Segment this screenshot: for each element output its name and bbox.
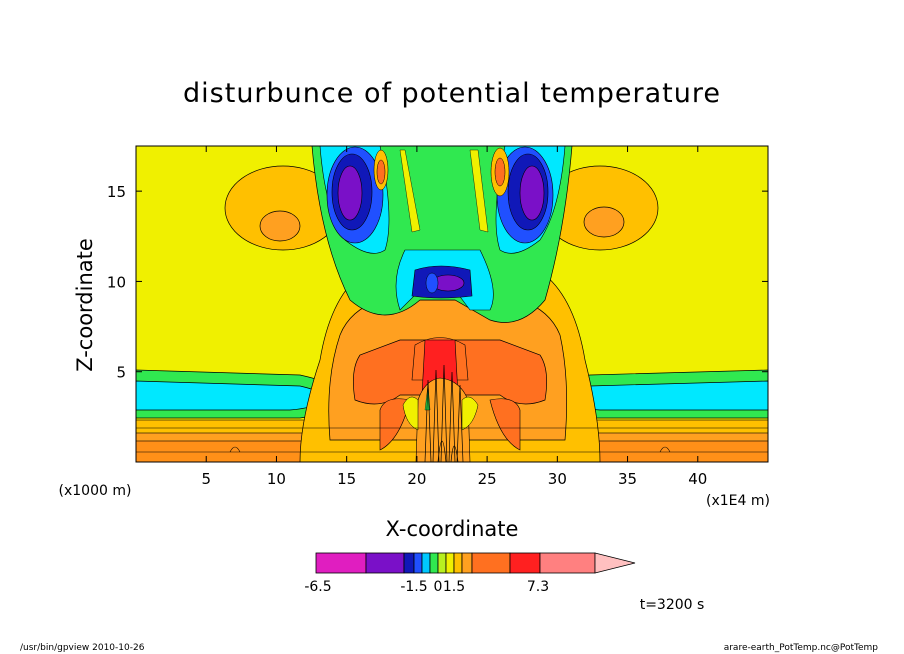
colorbar-segment	[413, 552, 423, 574]
colorbar-segment	[437, 552, 447, 574]
footer-left: /usr/bin/gpview 2010-10-26	[20, 643, 145, 653]
colorbar-segment	[471, 552, 511, 574]
x-tick-label: 15	[337, 470, 356, 488]
colorbar-label: -1.5	[400, 579, 427, 595]
y-tick-label: 15	[107, 183, 126, 201]
y-axis-label: Z-coordinate	[73, 238, 97, 372]
footer-right: arare-earth_PotTemp.nc@PotTemp	[724, 643, 879, 653]
x-tick-label: 35	[618, 470, 637, 488]
colorbar-label: 7.3	[527, 579, 549, 595]
y-tick-label: 5	[116, 364, 126, 382]
colorbar-segment	[539, 552, 596, 574]
y-unit-label: (x1000 m)	[59, 483, 132, 499]
colorbar	[315, 552, 636, 574]
colorbar-arrow	[594, 552, 636, 574]
x-axis-ticks: 5 10 15 20 25 30 35 40	[201, 146, 707, 488]
colorbar-label: -6.5	[304, 579, 331, 595]
x-tick-label: 40	[688, 470, 707, 488]
x-tick-label: 5	[201, 470, 211, 488]
x-tick-label: 25	[478, 470, 497, 488]
colorbar-segment	[315, 552, 367, 574]
colorbar-segment	[453, 552, 463, 574]
colorbar-segment	[429, 552, 439, 574]
x-tick-label: 20	[407, 470, 426, 488]
colorbar-labels: -6.5 -1.5 0 1.5 7.3	[304, 579, 549, 595]
contour-field	[136, 146, 768, 462]
colorbar-segment	[509, 552, 541, 574]
chart-title: disturbunce of potential temperature	[183, 78, 721, 109]
colorbar-label: 0	[434, 579, 443, 595]
x-tick-label: 30	[548, 470, 567, 488]
x-unit-label: (x1E4 m)	[706, 493, 770, 509]
y-axis-ticks: 5 10 15	[107, 183, 768, 382]
colorbar-segment	[461, 552, 473, 574]
colorbar-segment	[421, 552, 431, 574]
colorbar-label: 1.5	[443, 579, 465, 595]
colorbar-segment	[445, 552, 455, 574]
y-tick-label: 10	[107, 273, 126, 291]
time-label: t=3200 s	[640, 597, 705, 613]
x-tick-label: 10	[267, 470, 286, 488]
colorbar-segment	[365, 552, 405, 574]
x-axis-label: X-coordinate	[386, 517, 519, 541]
colorbar-segment	[403, 552, 415, 574]
